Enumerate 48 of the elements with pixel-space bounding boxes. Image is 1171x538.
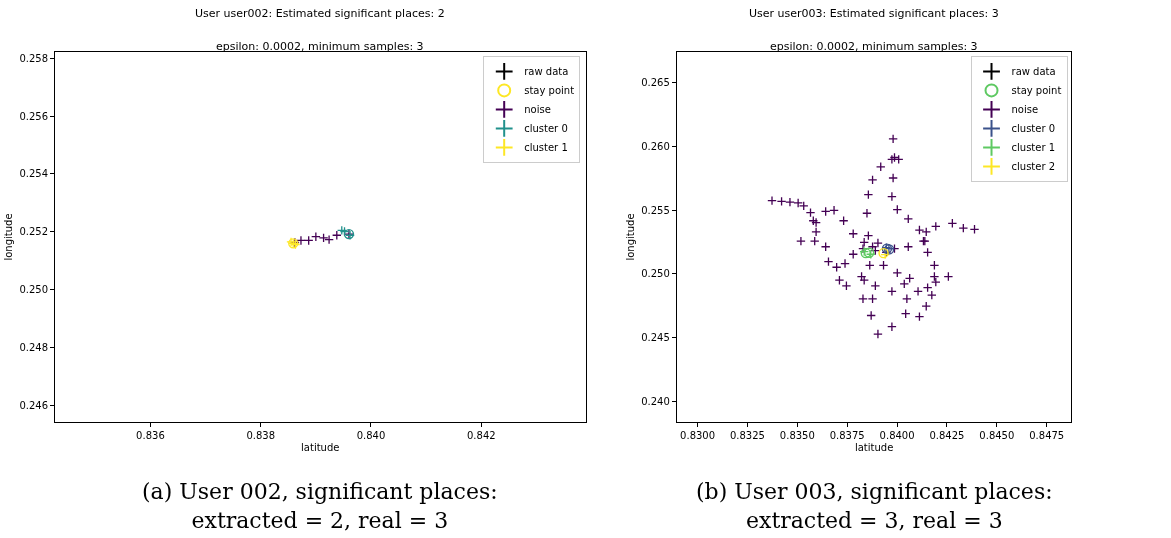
x-axis-title: latitude bbox=[301, 442, 340, 454]
text: (b) User 003, significant places: extracted = 3, real = 3 bbox=[696, 479, 1053, 533]
x-tick-label: 0.840 bbox=[356, 429, 386, 441]
legend-label: stay point bbox=[1011, 85, 1062, 97]
x-tick-label: 0.8400 bbox=[879, 429, 915, 441]
x-tick-label: 0.8375 bbox=[829, 429, 865, 441]
legend-label: cluster 1 bbox=[524, 142, 568, 154]
chart-title: User user002: Estimated significant places: 2 bbox=[195, 7, 445, 20]
y-axis-title: longitude bbox=[3, 213, 15, 261]
y-tick-label: 0.240 bbox=[641, 395, 670, 407]
y-tick-label: 0.250 bbox=[19, 284, 49, 296]
chart-title: User user003: Estimated significant places: 3 bbox=[749, 7, 999, 20]
legend-label: cluster 0 bbox=[1011, 123, 1056, 135]
x-tick-label: 0.838 bbox=[246, 429, 276, 441]
y-tick-label: 0.252 bbox=[19, 226, 49, 238]
chart-subtitle: epsilon: 0.0002, minimum samples: 3 bbox=[216, 40, 424, 53]
x-tick-label: 0.8350 bbox=[779, 429, 815, 441]
x-tick-label: 0.8450 bbox=[979, 429, 1015, 441]
point bbox=[311, 231, 321, 242]
point bbox=[296, 235, 306, 246]
y-tick-label: 0.265 bbox=[641, 77, 670, 89]
legend-label: raw data bbox=[1011, 66, 1056, 78]
legend-label: cluster 1 bbox=[1011, 142, 1056, 154]
x-tick-label: 0.836 bbox=[136, 429, 165, 441]
legend-label: raw data bbox=[524, 66, 569, 78]
y-tick-label: 0.245 bbox=[641, 332, 670, 344]
x-tick-label: 0.842 bbox=[466, 429, 496, 441]
y-tick-label: 0.254 bbox=[19, 168, 49, 180]
legend-label: noise bbox=[524, 104, 551, 116]
legend-label: noise bbox=[1011, 104, 1039, 116]
legend-label: stay point bbox=[524, 85, 575, 97]
text: (a) User 002, significant places: extracted = 2, real = 3 bbox=[142, 479, 498, 533]
chart-subtitle: epsilon: 0.0002, minimum samples: 3 bbox=[770, 40, 978, 53]
y-tick-label: 0.246 bbox=[19, 399, 49, 411]
x-tick-label: 0.8325 bbox=[729, 429, 765, 441]
legend-label: cluster 2 bbox=[1011, 161, 1056, 173]
legend-label: cluster 0 bbox=[524, 123, 568, 135]
y-tick-label: 0.256 bbox=[19, 110, 49, 122]
x-tick-label: 0.8425 bbox=[929, 429, 965, 441]
y-tick-label: 0.250 bbox=[641, 268, 670, 280]
y-tick-label: 0.248 bbox=[19, 341, 49, 353]
y-tick-label: 0.260 bbox=[641, 141, 670, 153]
x-axis-title: latitude bbox=[854, 442, 894, 454]
y-tick-label: 0.255 bbox=[641, 204, 670, 216]
x-tick-label: 0.8475 bbox=[1029, 429, 1065, 441]
x-tick-label: 0.8300 bbox=[680, 429, 716, 441]
y-tick-label: 0.258 bbox=[19, 52, 49, 64]
y-axis-title: longitude bbox=[625, 213, 637, 261]
